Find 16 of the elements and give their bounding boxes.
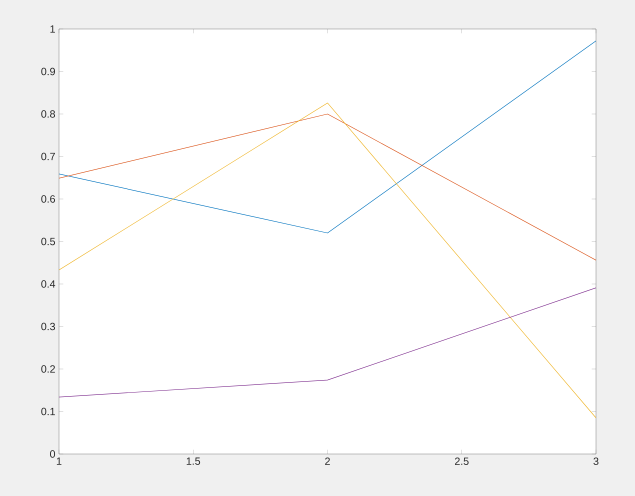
y-tick-label: 0.3 [41,322,56,330]
y-tick-label: 0.2 [41,365,55,373]
y-tick-label: 0.1 [41,408,55,416]
x-tick-label: 1.5 [186,458,200,465]
y-tick-label: 0.7 [41,152,55,160]
y-tick-label: 0.8 [41,110,56,118]
x-tick-label: 3 [593,458,598,465]
x-tick-label: 1 [56,458,62,465]
y-tick-label: 1 [50,25,55,33]
y-tick-label: 0.9 [41,68,55,76]
x-tick-label: 2 [325,458,330,465]
y-tick-label: 0 [50,450,56,458]
y-tick-label: 0.5 [41,238,56,246]
y-tick-label: 0.6 [41,195,56,203]
x-tick-label: 2.5 [454,458,469,465]
y-tick-label: 0.4 [41,280,56,288]
